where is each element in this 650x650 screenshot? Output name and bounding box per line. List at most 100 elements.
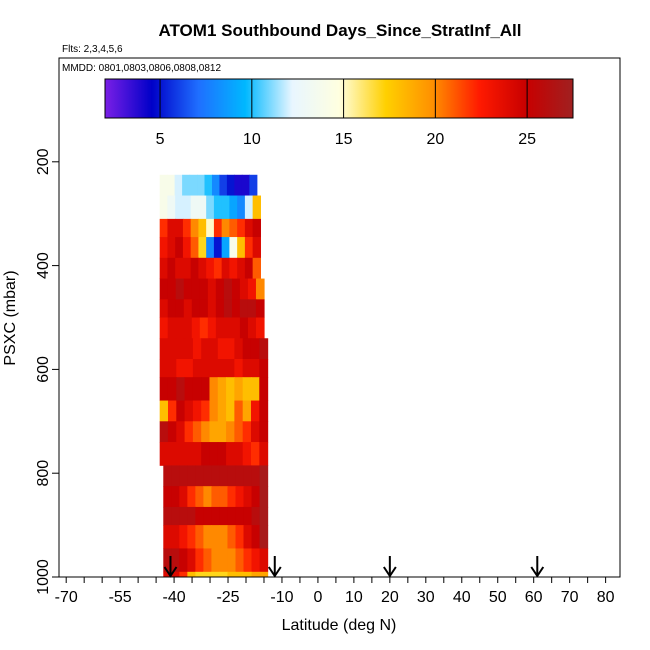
heat-cell-4-7 [213, 257, 223, 279]
heat-cell-14-5 [203, 465, 213, 487]
heat-cell-11-3 [184, 400, 194, 422]
heat-cell-17-0 [163, 525, 172, 549]
heat-cell-7-1 [167, 317, 177, 339]
heat-cell-14-7 [219, 465, 229, 487]
heat-cell-8-11 [250, 338, 260, 360]
heat-cell-4-10 [237, 257, 246, 279]
heat-cell-2-7 [213, 218, 223, 238]
heat-cell-9-5 [201, 359, 211, 378]
heat-cell-4-4 [190, 257, 200, 279]
heat-cell-9-7 [217, 359, 227, 378]
heat-cell-9-2 [176, 359, 186, 378]
colorbar-tick-label-3: 20 [426, 131, 444, 148]
x-tick-label-7: 20 [381, 589, 399, 606]
heat-cell-18-2 [179, 548, 188, 573]
heat-cell-0-3 [182, 174, 191, 196]
heat-cell-16-8 [227, 506, 237, 526]
heat-cell-7-5 [199, 317, 209, 339]
heat-cell-18-0 [163, 548, 172, 573]
heat-cell-16-6 [211, 506, 221, 526]
heat-cell-5-12 [255, 278, 265, 300]
heat-cell-8-0 [159, 338, 169, 360]
x-tick-label-2: -40 [163, 589, 186, 606]
x-tick-label-6: 10 [345, 589, 363, 606]
heat-cell-0-6 [204, 174, 213, 196]
heat-cell-7-2 [175, 317, 185, 339]
heat-cell-14-2 [179, 465, 188, 487]
heat-cell-16-1 [171, 506, 180, 526]
heat-cell-14-6 [211, 465, 221, 487]
x-axis: -70 -55 -40 -25 -10 0 10 20 30 40 50 60 70 80 [55, 577, 615, 606]
heat-cell-12-6 [209, 421, 219, 443]
heat-cell-13-8 [226, 442, 235, 466]
heat-cell-11-10 [242, 400, 252, 422]
heat-cell-12-11 [250, 421, 260, 443]
heat-cell-10-3 [184, 377, 194, 401]
heat-cell-13-9 [234, 442, 244, 466]
arrow-3 [530, 556, 545, 578]
colorbar [104, 78, 574, 119]
heat-cell-11-7 [217, 400, 227, 422]
heat-cell-19-9 [235, 571, 245, 578]
heat-cell-17-4 [195, 525, 204, 549]
heat-cell-15-2 [179, 486, 188, 508]
heat-cell-6-9 [231, 299, 241, 318]
arrow-1 [267, 556, 282, 578]
x-tick-label-10: 50 [489, 589, 507, 606]
heat-cell-17-3 [187, 525, 196, 549]
heat-cell-2-3 [182, 218, 192, 238]
heat-cell-4-12 [252, 257, 261, 279]
heat-cell-1-9 [229, 195, 238, 220]
heat-cell-0-11 [241, 174, 250, 196]
heat-cell-1-8 [221, 195, 231, 220]
heat-cell-15-10 [243, 486, 253, 508]
heat-cell-18-5 [203, 548, 213, 573]
heat-cell-4-9 [229, 257, 238, 279]
colorbar-gradient [104, 78, 574, 119]
heat-cell-6-3 [183, 299, 193, 318]
heat-cell-14-3 [187, 465, 196, 487]
heat-cell-9-1 [167, 359, 177, 378]
heat-cell-5-8 [223, 278, 233, 300]
heat-cell-5-6 [207, 278, 217, 300]
heat-cell-18-8 [227, 548, 237, 573]
colorbar-ticks: 5 10 15 20 25 [156, 79, 536, 148]
heat-cell-12-7 [217, 421, 227, 443]
x-tick-label-0: -70 [55, 589, 78, 606]
heat-cell-0-2 [174, 174, 183, 196]
heat-cell-10-1 [167, 377, 177, 401]
heat-cell-12-9 [234, 421, 244, 443]
heat-cell-12-5 [201, 421, 211, 443]
heat-cell-3-5 [198, 237, 207, 259]
heat-cell-6-4 [191, 299, 201, 318]
heat-cell-0-0 [159, 174, 168, 196]
x-tick-label-11: 60 [525, 589, 543, 606]
heat-cell-17-5 [203, 525, 213, 549]
heat-cell-19-0 [163, 571, 172, 578]
heat-cell-0-12 [249, 174, 258, 196]
heat-cell-19-8 [227, 571, 237, 578]
heat-cell-14-0 [163, 465, 172, 487]
heat-cell-19-7 [219, 571, 229, 578]
colorbar-tick-label-0: 5 [156, 131, 165, 148]
heat-cell-5-2 [175, 278, 185, 300]
heat-cell-12-4 [192, 421, 202, 443]
heat-cell-7-7 [215, 317, 225, 339]
heat-cell-1-11 [244, 195, 254, 220]
heat-cell-18-3 [187, 548, 196, 573]
heat-cell-13-3 [184, 442, 194, 466]
heat-cell-16-3 [187, 506, 196, 526]
heat-cell-12-1 [167, 421, 177, 443]
heat-cell-0-10 [234, 174, 243, 196]
x-tick-label-4: -10 [270, 589, 293, 606]
x-tick-label-13: 80 [597, 589, 615, 606]
chart-title: ATOM1 Southbound Days_Since_StratInf_All [158, 21, 521, 40]
colorbar-tick-label-4: 25 [518, 131, 536, 148]
heat-cell-2-6 [206, 218, 215, 238]
y-tick-label-2: 600 [35, 356, 52, 383]
heat-cell-5-1 [167, 278, 177, 300]
heat-cell-2-9 [229, 218, 238, 238]
heat-cell-1-12 [252, 195, 261, 220]
heat-cell-13-4 [192, 442, 202, 466]
heat-cell-15-0 [163, 486, 172, 508]
